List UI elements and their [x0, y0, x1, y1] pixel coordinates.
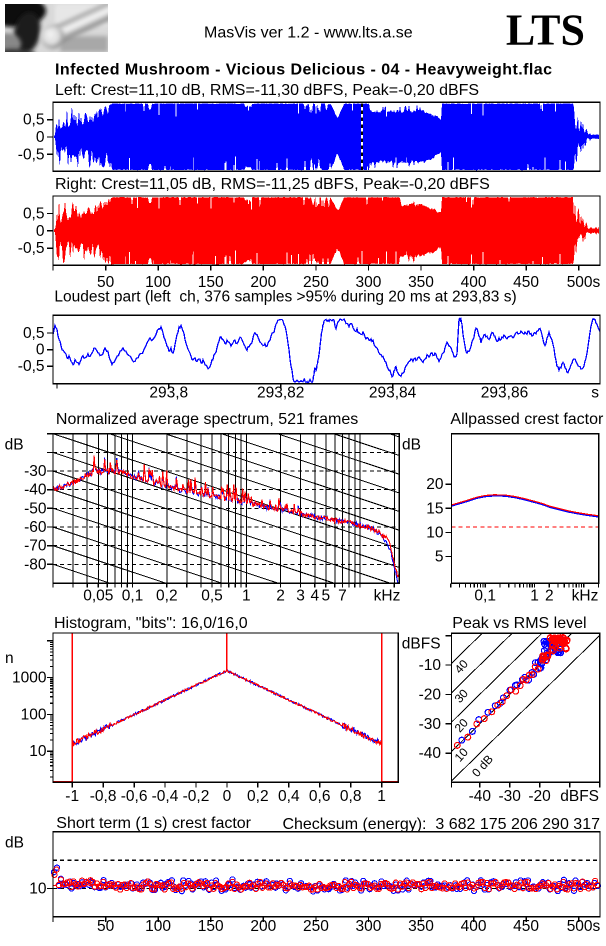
svg-text:250: 250	[303, 274, 329, 291]
svg-text:450: 450	[513, 274, 539, 291]
svg-text:250: 250	[303, 918, 329, 935]
svg-text:-0,6: -0,6	[121, 788, 148, 805]
svg-text:dBFS: dBFS	[560, 788, 599, 805]
svg-text:-0,5: -0,5	[18, 358, 45, 375]
svg-text:Checksum (energy): 3 682 175: Checksum (energy): 3 682 175 206 290 317	[282, 816, 600, 833]
svg-text:450: 450	[513, 918, 539, 935]
svg-text:-40: -40	[419, 745, 442, 762]
svg-text:3: 3	[296, 588, 305, 605]
svg-text:5: 5	[321, 588, 330, 605]
svg-text:2: 2	[545, 588, 554, 605]
svg-text:Infected Mushroom - Vicious De: Infected Mushroom - Vicious Delicious - …	[55, 62, 553, 79]
svg-text:kHz: kHz	[374, 588, 401, 605]
svg-text:dB: dB	[402, 436, 421, 453]
svg-text:400: 400	[461, 274, 487, 291]
svg-text:-80: -80	[24, 556, 47, 573]
svg-text:15: 15	[426, 500, 443, 517]
svg-text:n: n	[5, 650, 14, 667]
svg-text:0,05: 0,05	[83, 588, 113, 605]
svg-text:dB: dB	[5, 835, 24, 852]
svg-text:5: 5	[435, 549, 444, 566]
svg-text:0,5: 0,5	[23, 325, 45, 342]
svg-text:1000: 1000	[12, 670, 47, 687]
svg-text:-40: -40	[24, 482, 47, 499]
svg-text:50: 50	[97, 274, 115, 291]
svg-text:10: 10	[29, 743, 47, 760]
svg-text:0: 0	[223, 788, 232, 805]
svg-text:100: 100	[145, 918, 171, 935]
svg-text:1: 1	[377, 788, 386, 805]
svg-text:1: 1	[242, 588, 251, 605]
svg-text:293,82: 293,82	[257, 385, 304, 402]
svg-text:150: 150	[198, 274, 224, 291]
svg-text:-0,5: -0,5	[18, 146, 45, 163]
svg-text:Histogram, "bits": 16,0/16,0: Histogram, "bits": 16,0/16,0	[54, 615, 248, 632]
svg-text:0,6: 0,6	[309, 788, 331, 805]
svg-text:-30: -30	[498, 788, 521, 805]
svg-text:300: 300	[355, 918, 381, 935]
svg-text:kHz: kHz	[572, 588, 599, 605]
svg-text:Peak vs RMS level: Peak vs RMS level	[452, 615, 586, 632]
svg-text:-60: -60	[24, 519, 47, 536]
svg-text:-0,2: -0,2	[183, 788, 210, 805]
svg-text:0,2: 0,2	[156, 588, 178, 605]
svg-text:400: 400	[461, 918, 487, 935]
svg-text:-10: -10	[419, 657, 442, 674]
svg-text:293,84: 293,84	[369, 385, 417, 402]
svg-text:7: 7	[338, 588, 347, 605]
svg-text:Short term (1 s) crest factor: Short term (1 s) crest factor	[56, 815, 251, 832]
svg-text:0,1: 0,1	[474, 588, 496, 605]
svg-text:Normalized average spectrum, 5: Normalized average spectrum, 521 frames	[56, 411, 358, 428]
svg-text:20: 20	[426, 476, 444, 493]
svg-text:MasVis ver 1.2 - www.lts.a.se: MasVis ver 1.2 - www.lts.a.se	[204, 25, 413, 42]
svg-text:293,86: 293,86	[481, 385, 528, 402]
svg-text:0,5: 0,5	[23, 112, 45, 129]
svg-text:500s: 500s	[567, 274, 601, 291]
svg-text:Allpassed crest factor: Allpassed crest factor	[450, 411, 604, 428]
svg-text:0,1: 0,1	[122, 588, 144, 605]
svg-text:0,2: 0,2	[247, 788, 269, 805]
svg-text:-20: -20	[528, 788, 551, 805]
svg-text:350: 350	[408, 274, 434, 291]
svg-text:0,8: 0,8	[340, 788, 362, 805]
svg-text:300: 300	[355, 274, 381, 291]
svg-text:200: 200	[250, 918, 276, 935]
svg-text:Loudest part (left ch, 376 sa: Loudest part (left ch, 376 samples >95% …	[54, 289, 516, 306]
svg-text:s: s	[591, 385, 599, 402]
svg-text:Left: Crest=11,10 dB, RMS=-11,: Left: Crest=11,10 dB, RMS=-11,30 dBFS, P…	[55, 82, 479, 99]
svg-text:-0,8: -0,8	[90, 788, 117, 805]
svg-text:10: 10	[29, 881, 47, 898]
svg-text:0: 0	[36, 223, 45, 240]
svg-text:dB: dB	[5, 436, 24, 453]
svg-text:0,5: 0,5	[201, 588, 223, 605]
svg-text:1: 1	[530, 588, 539, 605]
svg-text:dBFS: dBFS	[402, 635, 441, 652]
svg-text:-0,5: -0,5	[18, 240, 45, 257]
svg-text:-40: -40	[469, 788, 492, 805]
svg-text:-1: -1	[65, 788, 79, 805]
svg-text:4: 4	[310, 588, 319, 605]
svg-text:0: 0	[36, 129, 45, 146]
svg-text:100: 100	[21, 706, 47, 723]
svg-text:0,5: 0,5	[23, 206, 45, 223]
svg-text:-50: -50	[24, 500, 47, 517]
svg-text:-20: -20	[419, 686, 442, 703]
svg-text:293,8: 293,8	[149, 385, 188, 402]
svg-text:50: 50	[97, 918, 115, 935]
svg-text:0,4: 0,4	[278, 788, 300, 805]
svg-text:350: 350	[408, 918, 434, 935]
svg-text:150: 150	[198, 918, 224, 935]
svg-text:200: 200	[250, 274, 276, 291]
svg-text:-70: -70	[24, 538, 47, 555]
svg-text:LTS: LTS	[506, 5, 585, 54]
svg-text:100: 100	[145, 274, 171, 291]
svg-text:500s: 500s	[567, 918, 601, 935]
svg-text:10: 10	[426, 524, 444, 541]
svg-text:0: 0	[36, 342, 45, 359]
svg-text:2: 2	[276, 588, 285, 605]
svg-text:-0,4: -0,4	[152, 788, 179, 805]
svg-text:-30: -30	[419, 716, 442, 733]
svg-text:-30: -30	[24, 463, 47, 480]
svg-text:Right: Crest=11,05 dB, RMS=-11: Right: Crest=11,05 dB, RMS=-11,25 dBFS, …	[55, 176, 490, 193]
